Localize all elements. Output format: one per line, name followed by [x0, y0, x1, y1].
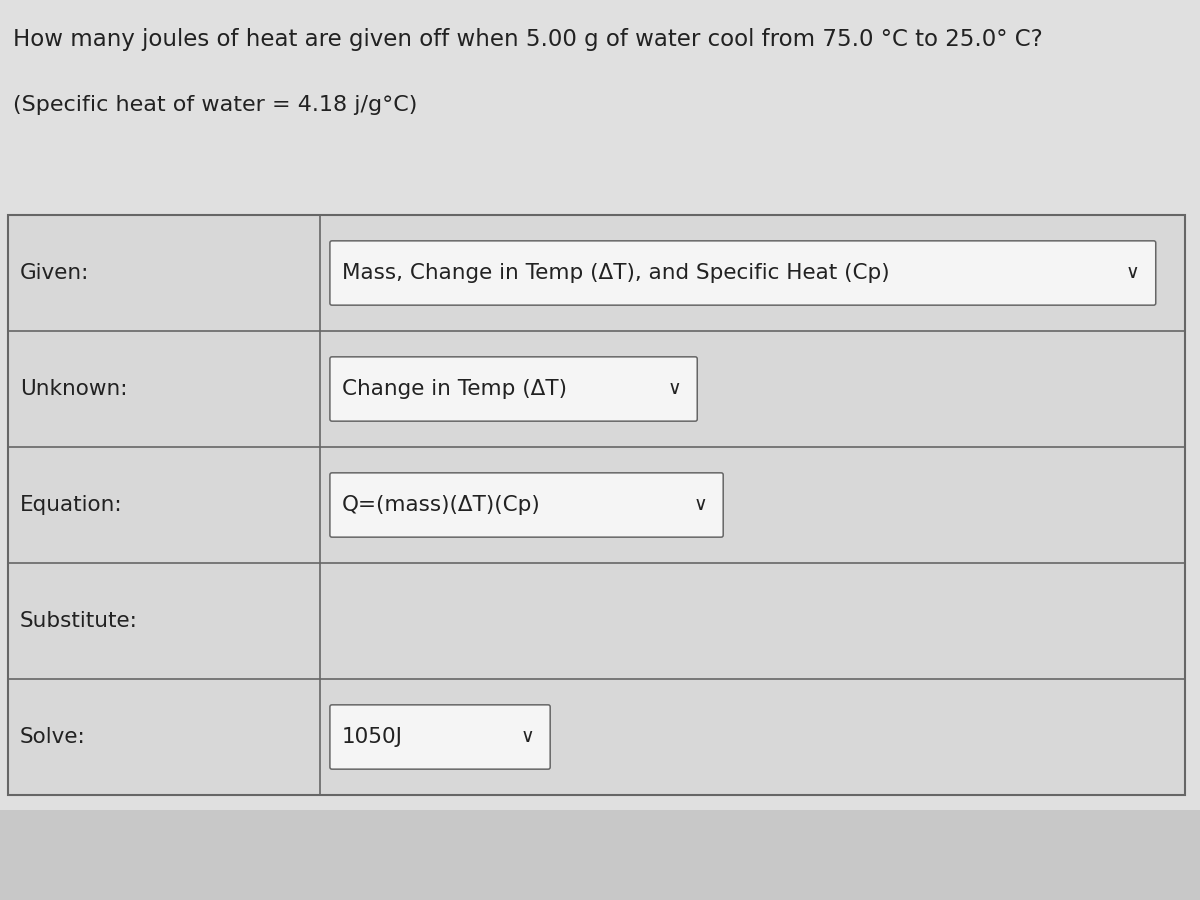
Bar	[0, 810, 1200, 900]
Text: Change in Temp (ΔT): Change in Temp (ΔT)	[342, 379, 566, 399]
Bar	[8, 215, 1186, 795]
Text: Given:: Given:	[20, 263, 89, 283]
Text: (Specific heat of water = 4.18 j/g°C): (Specific heat of water = 4.18 j/g°C)	[13, 95, 418, 115]
FancyBboxPatch shape	[330, 705, 550, 770]
Text: ∨: ∨	[667, 380, 682, 399]
FancyBboxPatch shape	[330, 472, 724, 537]
Text: Solve:: Solve:	[20, 727, 85, 747]
Text: Mass, Change in Temp (ΔT), and Specific Heat (Cp): Mass, Change in Temp (ΔT), and Specific …	[342, 263, 889, 283]
Text: Q=(mass)(ΔT)(Cp): Q=(mass)(ΔT)(Cp)	[342, 495, 541, 515]
Text: ∨: ∨	[694, 496, 707, 515]
Text: ∨: ∨	[1126, 264, 1140, 283]
FancyBboxPatch shape	[330, 356, 697, 421]
Bar	[8, 215, 1186, 795]
Text: Substitute:: Substitute:	[20, 611, 138, 631]
Text: How many joules of heat are given off when 5.00 g of water cool from 75.0 °C to : How many joules of heat are given off wh…	[13, 28, 1043, 51]
Text: Unknown:: Unknown:	[20, 379, 127, 399]
Text: ∨: ∨	[521, 727, 534, 746]
Text: 1050J: 1050J	[342, 727, 403, 747]
Text: Equation:: Equation:	[20, 495, 122, 515]
FancyBboxPatch shape	[330, 241, 1156, 305]
